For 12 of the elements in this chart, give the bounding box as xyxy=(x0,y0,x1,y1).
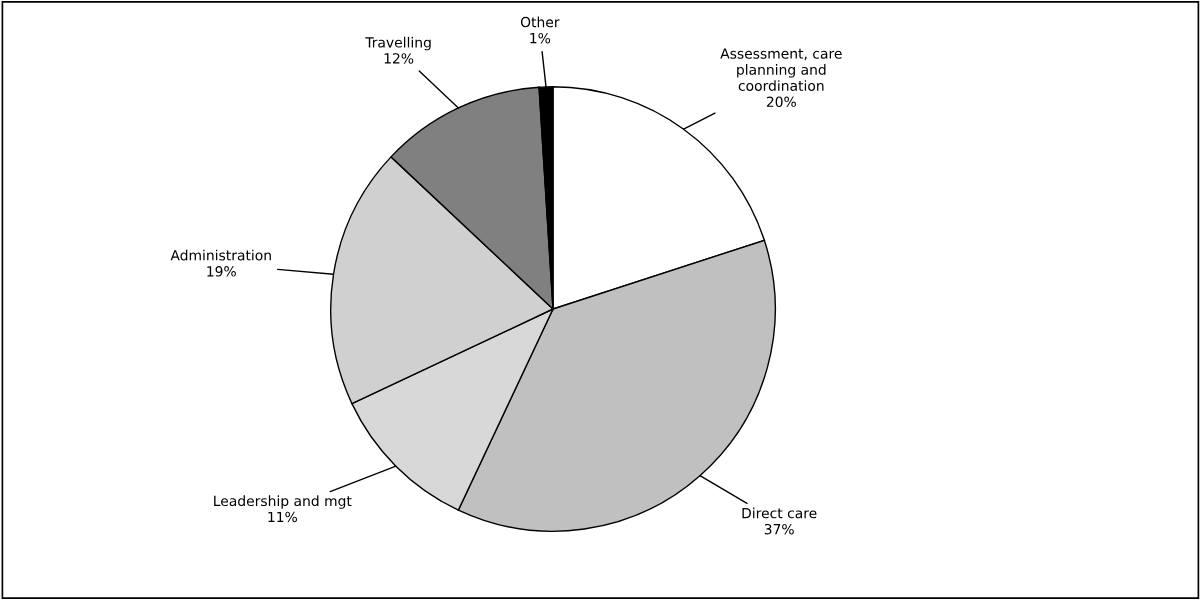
slice-label: Other xyxy=(520,16,560,28)
data-label: 19% xyxy=(207,266,236,277)
slice-label: Leadership and mgt xyxy=(214,495,352,509)
data-label: 1% xyxy=(530,32,551,44)
slice-label: Direct care xyxy=(742,507,817,519)
slice-label: Administration xyxy=(170,249,271,261)
data-label: 12% xyxy=(384,53,414,64)
data-label: 37% xyxy=(764,523,794,535)
data-label: 11% xyxy=(268,511,297,523)
slice-label: Assessment, care planning and coordination xyxy=(720,48,842,91)
slice-label: Travelling xyxy=(365,36,431,51)
data-label: 20% xyxy=(766,96,796,108)
